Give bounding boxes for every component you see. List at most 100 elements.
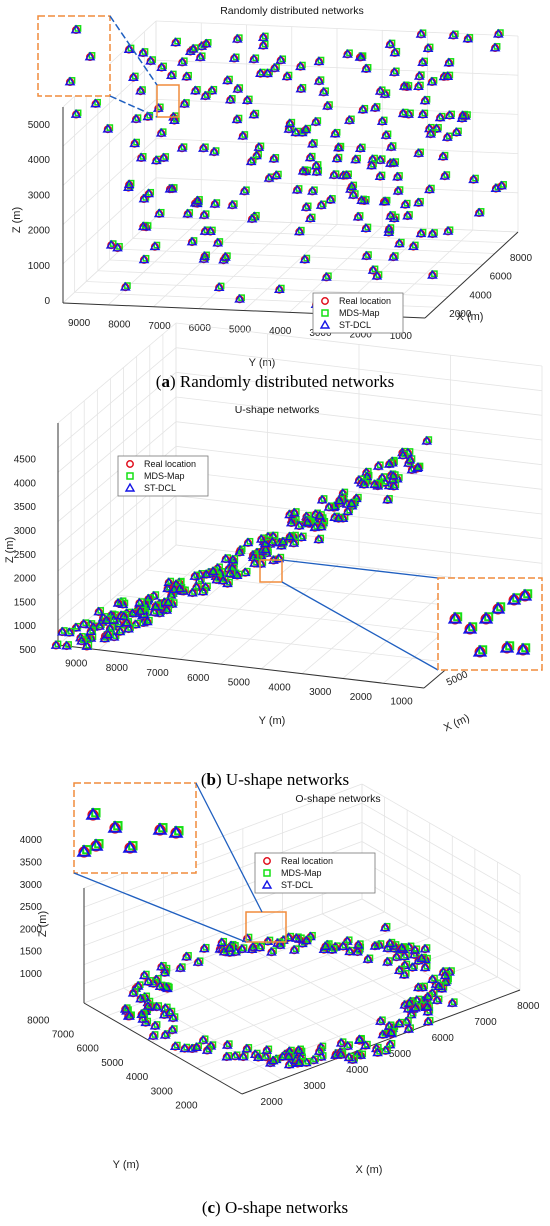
- mds-map-marker: [127, 44, 135, 52]
- mds-map-marker: [339, 1050, 347, 1057]
- st-dcl-marker: [396, 942, 408, 952]
- mds-map-marker: [364, 223, 372, 231]
- mds-map-marker: [497, 29, 504, 36]
- z-tick-label: 3500: [20, 858, 43, 869]
- st-dcl-marker: [88, 838, 104, 851]
- inset-data-point: [64, 76, 76, 86]
- mds-map-marker: [387, 459, 395, 467]
- data-point: [315, 200, 327, 210]
- data-point: [372, 460, 384, 471]
- st-dcl-marker: [347, 189, 359, 199]
- caption-c-label: c: [207, 1198, 216, 1217]
- legend-label-real-location: Real location: [281, 856, 333, 866]
- mds-map-marker: [392, 158, 400, 165]
- data-point: [346, 498, 357, 508]
- data-point: [150, 601, 161, 612]
- st-dcl-marker: [376, 116, 388, 126]
- mds-map-marker: [238, 547, 245, 555]
- data-point: [307, 185, 318, 196]
- st-dcl-marker: [490, 601, 506, 614]
- data-point: [101, 615, 112, 625]
- mds-map-marker: [85, 641, 93, 649]
- mds-map-marker: [299, 532, 307, 540]
- mds-map-marker: [403, 199, 411, 207]
- grid-line: [361, 821, 521, 914]
- st-dcl-marker: [163, 577, 175, 587]
- mds-map-marker: [358, 1034, 365, 1042]
- st-dcl-marker: [346, 181, 358, 190]
- mds-map-marker: [400, 943, 408, 950]
- z-tick-label: 3000: [20, 880, 43, 891]
- st-dcl-marker: [392, 171, 403, 181]
- mds-map-marker: [401, 450, 409, 458]
- mds-map-marker: [123, 1004, 131, 1012]
- mds-map-marker: [109, 240, 117, 247]
- st-dcl-marker: [101, 615, 112, 624]
- x-tick-label: 5000: [445, 669, 470, 689]
- data-point: [385, 210, 396, 221]
- st-dcl-marker: [194, 51, 206, 61]
- st-dcl-marker: [162, 597, 174, 607]
- mds-map-marker: [417, 81, 424, 89]
- data-point: [209, 198, 221, 209]
- st-dcl-marker: [181, 951, 192, 961]
- mds-map-marker: [417, 197, 424, 205]
- mds-map-marker: [339, 1038, 347, 1046]
- zoom-inset-c: [73, 782, 287, 943]
- mds-map-marker: [228, 568, 236, 576]
- mds-map-marker: [271, 537, 278, 544]
- data-point: [134, 597, 145, 608]
- mds-map-marker: [319, 200, 327, 208]
- mds-map-marker: [365, 251, 372, 258]
- data-point: [149, 1020, 161, 1031]
- st-dcl-marker: [221, 1039, 233, 1049]
- data-point: [393, 238, 405, 248]
- mds-map-marker: [213, 199, 221, 206]
- mds-map-marker: [113, 821, 123, 831]
- mds-map-marker: [337, 495, 345, 503]
- st-dcl-marker: [228, 53, 240, 62]
- data-point: [205, 226, 216, 236]
- st-dcl-marker: [344, 115, 355, 124]
- inset-data-point: [152, 822, 168, 836]
- data-point: [288, 537, 300, 548]
- inset-data-point: [84, 51, 96, 62]
- data-point: [271, 170, 282, 180]
- st-dcl-marker: [213, 282, 225, 291]
- st-dcl-marker: [94, 620, 105, 630]
- mds-map-marker: [311, 139, 318, 146]
- st-dcl-marker: [392, 185, 404, 195]
- st-dcl-marker: [444, 110, 455, 120]
- data-point: [325, 194, 336, 204]
- grid-line: [361, 783, 521, 876]
- y-axis-line: [57, 644, 425, 689]
- data-point: [216, 937, 228, 947]
- st-dcl-marker: [408, 949, 420, 959]
- mds-map-marker: [122, 611, 130, 619]
- st-dcl-marker: [379, 196, 391, 206]
- mds-map-marker: [426, 1002, 433, 1009]
- mds-map-marker: [319, 521, 327, 529]
- mds-map-marker: [389, 211, 396, 218]
- mds-map-marker: [245, 1044, 253, 1051]
- y-tick-label: 1000: [390, 697, 413, 708]
- mds-map-marker: [134, 619, 141, 627]
- st-dcl-marker: [493, 28, 504, 38]
- data-point: [442, 71, 454, 81]
- grid-line: [361, 879, 521, 972]
- mds-map-marker: [202, 210, 210, 218]
- mds-map-marker: [127, 179, 135, 187]
- st-dcl-marker: [343, 1052, 355, 1062]
- st-dcl-marker: [260, 544, 271, 554]
- st-dcl-marker: [443, 57, 455, 67]
- data-point: [403, 998, 415, 1008]
- st-dcl-marker: [399, 199, 411, 209]
- data-point: [227, 554, 239, 565]
- data-point: [369, 102, 381, 113]
- st-dcl-marker: [422, 1016, 434, 1026]
- data-point: [437, 151, 449, 161]
- st-dcl-marker: [354, 143, 366, 152]
- mds-map-marker: [304, 124, 312, 132]
- mds-map-marker: [140, 1009, 147, 1017]
- st-dcl-marker: [437, 151, 449, 161]
